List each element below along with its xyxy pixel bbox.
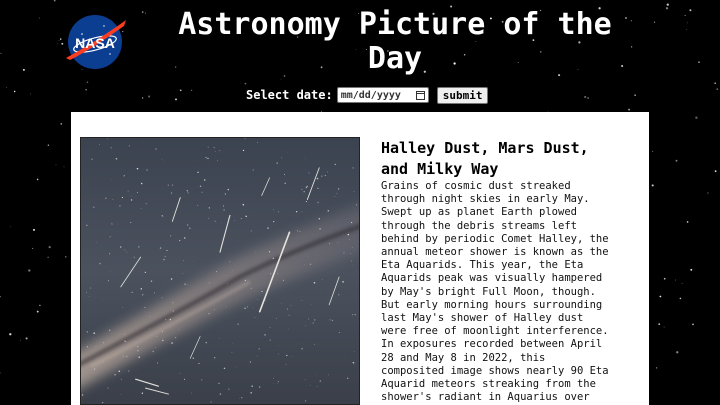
page-header: NASA Astronomy Picture of the Day Select… bbox=[0, 0, 720, 110]
apod-title: Halley Dust, Mars Dust, and Milky Way bbox=[381, 139, 589, 178]
page-title: Astronomy Picture of the Day bbox=[178, 7, 612, 76]
date-placeholder: mm/dd/yyyy bbox=[340, 89, 401, 101]
apod-image bbox=[80, 137, 360, 405]
nasa-logo-text: NASA bbox=[75, 35, 115, 51]
apod-card: Halley Dust, Mars Dust, and Milky Way Gr… bbox=[71, 112, 649, 405]
date-picker-form: Select date: mm/dd/yyyy submit bbox=[246, 86, 489, 104]
date-label: Select date: bbox=[246, 88, 333, 102]
date-input[interactable]: mm/dd/yyyy bbox=[336, 87, 429, 103]
apod-explanation: Grains of cosmic dust streaked through n… bbox=[381, 180, 609, 405]
submit-button[interactable]: submit bbox=[436, 86, 489, 104]
nasa-logo: NASA bbox=[66, 15, 126, 69]
calendar-icon[interactable] bbox=[415, 90, 425, 100]
